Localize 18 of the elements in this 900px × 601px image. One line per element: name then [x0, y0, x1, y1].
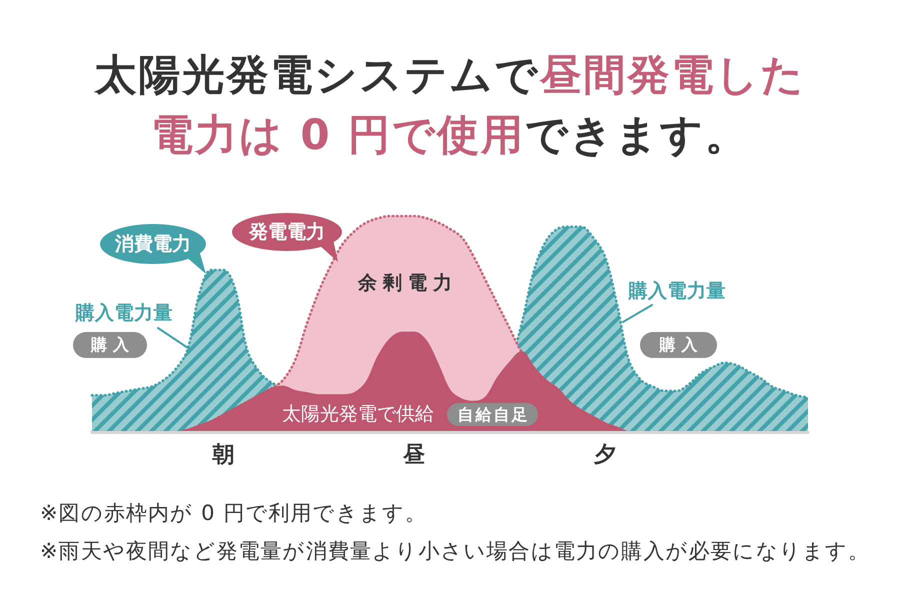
- x-tick-label: 昼: [402, 442, 426, 468]
- annotation: 購入電力量: [628, 279, 726, 303]
- chart-title: 太陽光発電システムで昼間発電した電力は 0 円で使用できます。: [94, 50, 806, 159]
- series-label: 発電電力: [248, 220, 326, 244]
- text: ※図の赤枠内が 0 円で利用できます。: [40, 500, 428, 526]
- series-label: 太陽光発電で供給: [282, 403, 434, 425]
- annotation: 購入: [91, 335, 135, 354]
- annotation: 購入: [660, 335, 704, 354]
- annotation: 購入電力量: [75, 301, 173, 325]
- pill-badge: 購入: [640, 332, 717, 358]
- pill-badge: 購入: [73, 332, 147, 358]
- annotation: 自給自足: [458, 405, 530, 424]
- annotation: 余剰電力: [358, 271, 458, 295]
- text: ※雨天や夜間など発電量が消費量より小さい場合は電力の購入が必要になります。: [40, 538, 870, 564]
- pill-badge: 自給自足: [447, 403, 538, 426]
- x-tick-label: 夕: [593, 442, 616, 468]
- x-tick-label: 朝: [211, 442, 234, 468]
- series-label: 消費電力: [114, 232, 192, 256]
